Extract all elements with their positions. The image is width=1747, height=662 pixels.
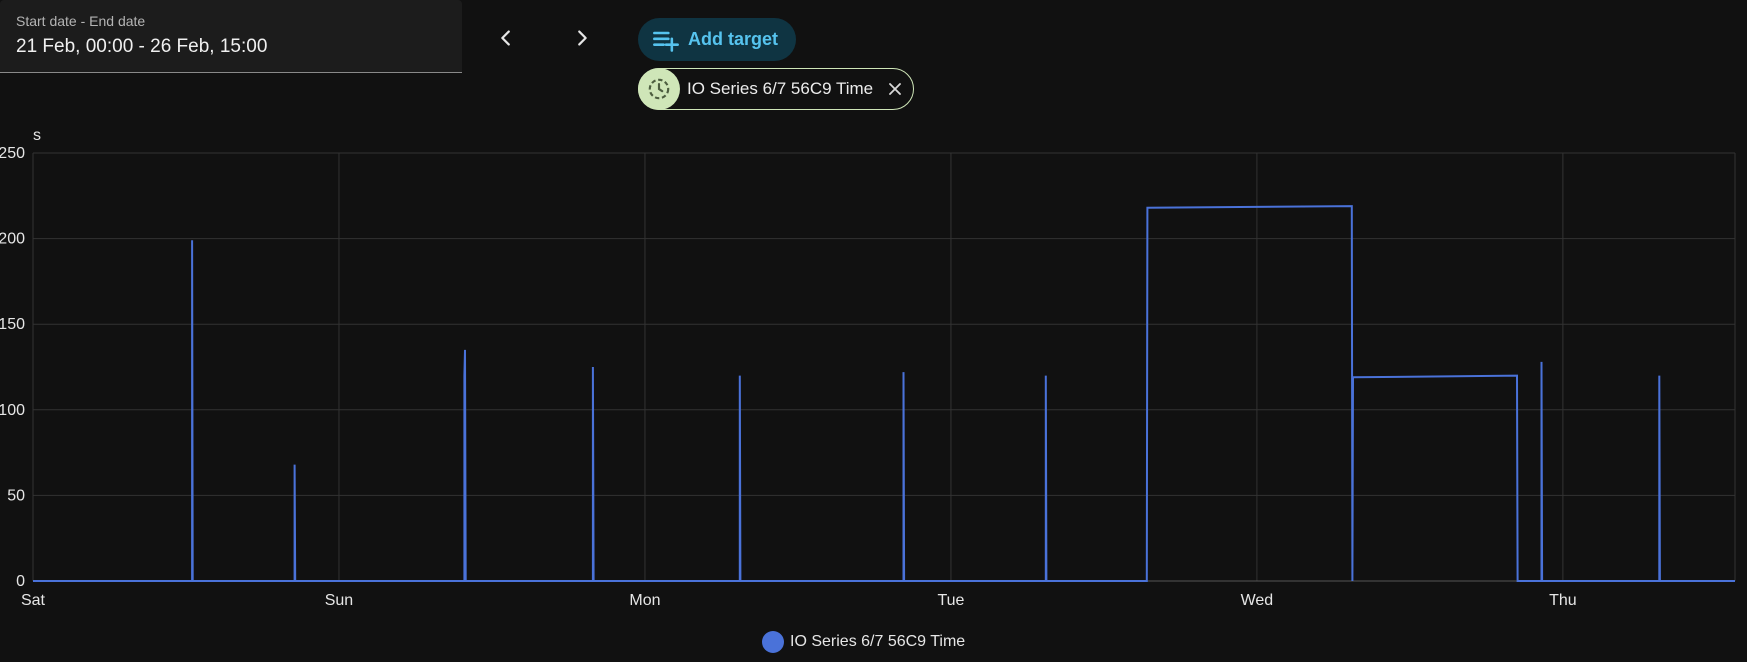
legend-swatch <box>762 631 784 653</box>
y-tick-label: 100 <box>0 402 25 419</box>
chart-grid <box>32 152 1736 582</box>
y-axis-unit-label: s <box>33 127 41 144</box>
add-target-label: Add target <box>688 29 778 49</box>
chevron-right-icon <box>578 30 587 46</box>
date-range-label: Start date - End date <box>16 13 146 29</box>
x-tick-label: Wed <box>1241 592 1274 609</box>
remove-target-button[interactable] <box>885 79 905 99</box>
series-line <box>33 205 1735 582</box>
y-tick-label: 50 <box>7 487 25 504</box>
y-tick-label: 0 <box>16 573 25 590</box>
y-tick-label: 250 <box>0 145 25 162</box>
next-period-button[interactable] <box>566 22 598 54</box>
line-chart: 0 50 100 150 200 250 Sat Sun Mon Tue Wed Thu s <box>0 127 1736 609</box>
x-tick-label: Mon <box>629 592 660 609</box>
x-tick-label: Sun <box>325 592 353 609</box>
target-chip-label: IO Series 6/7 56C9 Time <box>687 79 874 98</box>
target-chip[interactable]: IO Series 6/7 56C9 Time <box>638 68 914 110</box>
x-axis: Sat Sun Mon Tue Wed Thu <box>21 580 1735 609</box>
chevron-left-icon <box>501 30 510 46</box>
chart-legend-item[interactable]: IO Series 6/7 56C9 Time <box>762 630 965 654</box>
x-tick-label: Sat <box>21 592 46 609</box>
x-tick-label: Thu <box>1549 592 1577 609</box>
date-range-value[interactable]: 21 Feb, 00:00 - 26 Feb, 15:00 <box>16 36 268 57</box>
chart-series <box>33 205 1735 582</box>
y-tick-label: 150 <box>0 316 25 333</box>
x-tick-label: Tue <box>937 592 964 609</box>
date-range-picker[interactable]: Start date - End date 21 Feb, 00:00 - 26… <box>0 0 462 73</box>
playlist-plus-icon <box>653 31 679 52</box>
clock-history-icon <box>638 68 680 110</box>
y-axis: 0 50 100 150 200 250 <box>0 145 25 590</box>
previous-period-button[interactable] <box>490 22 522 54</box>
y-tick-label: 200 <box>0 231 25 248</box>
close-icon <box>889 83 901 95</box>
add-target-button[interactable]: Add target <box>638 18 796 61</box>
legend-label: IO Series 6/7 56C9 Time <box>790 633 966 650</box>
